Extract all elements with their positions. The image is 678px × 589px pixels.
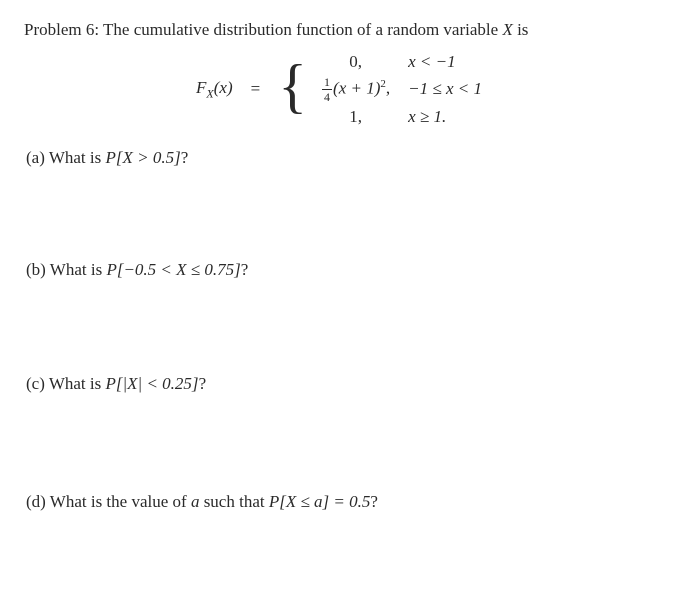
part-b-prefix: What is (50, 260, 107, 279)
part-a-prefix: What is (49, 148, 106, 167)
case-2-frac-num: 1 (322, 76, 332, 90)
problem-title-suffix: is (513, 20, 529, 39)
function-name: FX(x) (196, 76, 233, 102)
case-2-comma: , (386, 78, 390, 97)
part-c-prefix: What is (49, 374, 106, 393)
part-c-suffix: ? (199, 374, 207, 393)
case-2-rest: (x + 1) (333, 78, 380, 97)
part-c-label: (c) (26, 374, 45, 393)
problem-label: Problem 6: (24, 20, 99, 39)
part-b-expr: P[−0.5 < X ≤ 0.75] (106, 260, 240, 279)
equation-wrapper: FX(x) = { 0, x < −1 1 4 (x + 1)2, −1 ≤ x… (196, 50, 482, 129)
part-d-prefix: What is the value of (50, 492, 191, 511)
part-b-label: (b) (26, 260, 46, 279)
equation-block: FX(x) = { 0, x < −1 1 4 (x + 1)2, −1 ≤ x… (24, 50, 654, 129)
case-2-cond: −1 ≤ x < 1 (408, 77, 482, 101)
case-2-frac: 1 4 (322, 76, 332, 103)
part-d-label: (d) (26, 492, 46, 511)
part-b-suffix: ? (241, 260, 249, 279)
case-2-expr: 1 4 (x + 1)2, (321, 76, 390, 103)
equals-sign: = (251, 77, 261, 101)
part-a-suffix: ? (181, 148, 189, 167)
part-b: (b) What is P[−0.5 < X ≤ 0.75]? (26, 258, 654, 282)
case-3-expr: 1, (321, 105, 390, 129)
func-arg: (x) (214, 78, 233, 97)
part-d: (d) What is the value of a such that P[X… (26, 490, 654, 514)
problem-header: Problem 6: The cumulative distribution f… (24, 18, 654, 42)
problem-title-var: X (502, 20, 512, 39)
cases-grid: 0, x < −1 1 4 (x + 1)2, −1 ≤ x < 1 1, x … (321, 50, 482, 129)
case-1-cond: x < −1 (408, 50, 482, 74)
func-prefix: F (196, 78, 206, 97)
left-brace: { (278, 56, 307, 116)
part-c: (c) What is P[|X| < 0.25]? (26, 372, 654, 396)
part-d-suffix: ? (370, 492, 378, 511)
part-a-expr: P[X > 0.5] (105, 148, 180, 167)
part-a-label: (a) (26, 148, 45, 167)
case-1-expr: 0, (321, 50, 390, 74)
part-c-expr: P[|X| < 0.25] (105, 374, 198, 393)
part-d-mid: such that (199, 492, 268, 511)
case-3-cond: x ≥ 1. (408, 105, 482, 129)
part-d-expr: P[X ≤ a] = 0.5 (269, 492, 371, 511)
part-a: (a) What is P[X > 0.5]? (26, 146, 654, 170)
func-subscript: X (206, 86, 213, 100)
problem-title-prefix: The cumulative distribution function of … (103, 20, 502, 39)
case-2-frac-den: 4 (324, 90, 330, 103)
